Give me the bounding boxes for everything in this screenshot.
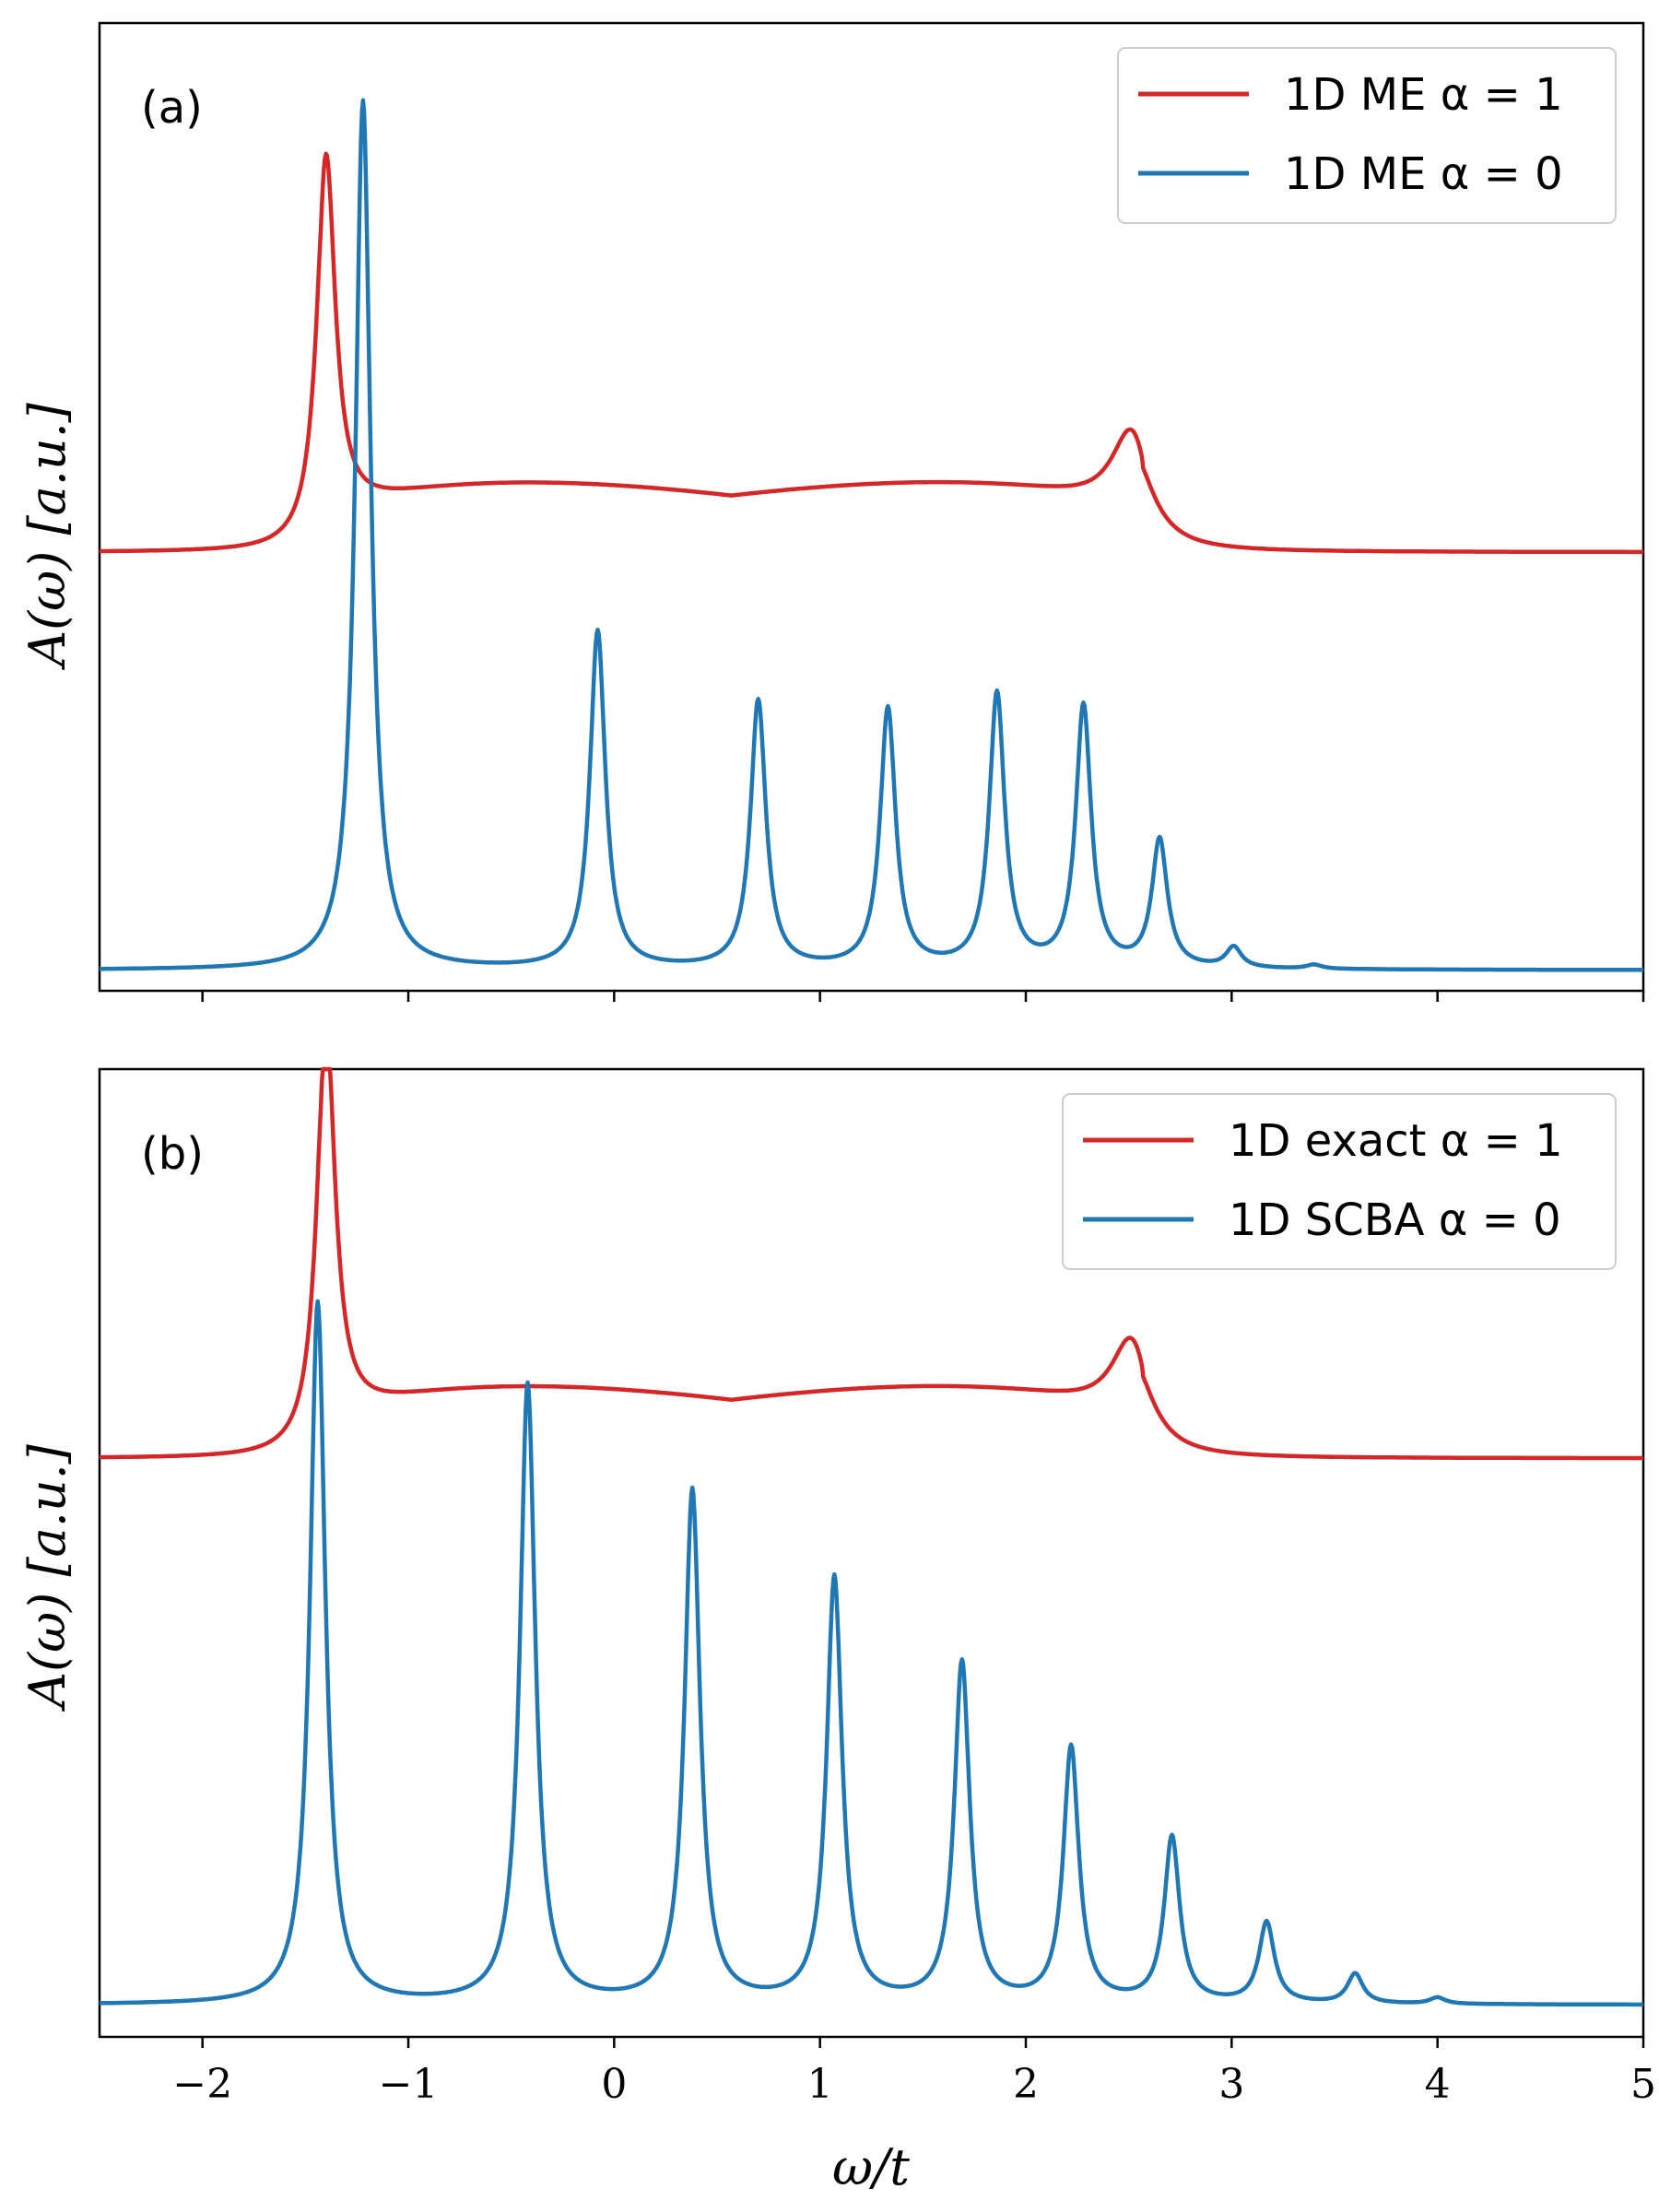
panel-b-xtick-label-5: 3 [1218,2061,1244,2108]
panel-b-ticks: −2 −1 0 1 2 3 4 5 [172,2037,1656,2108]
panel-a-series-1-line [98,98,1645,972]
panel-b-xtick-label-7: 5 [1630,2061,1656,2108]
panel-b-legend-box [1062,1093,1617,1270]
panel-a: (a) A(ω) [a.u.] 1D ME α = 1 1D ME α = 0 [18,21,1645,1002]
panel-b-xtick-label-4: 2 [1013,2061,1039,2108]
panel-a-legend-label-1: 1D ME α = 0 [1284,148,1563,200]
panel-b-label: (b) [141,1128,204,1180]
panel-b-xtick-label-6: 4 [1425,2061,1451,2108]
panel-b-xtick-label-0: −2 [172,2061,232,2108]
panel-b-xtick-label-1: −1 [379,2061,439,2108]
panel-b-legend-label-1: 1D SCBA α = 0 [1229,1194,1561,1246]
panel-a-ticks [201,991,1645,1002]
panel-b-series-group [98,1066,1645,2007]
panel-a-legend-label-0: 1D ME α = 1 [1284,69,1563,121]
panel-b-ylabel: A(ω) [a.u.] [18,1443,76,1712]
panel-b-series-0-line [98,1066,1645,1461]
panel-b: −2 −1 0 1 2 3 4 5 (b) A(ω) [a.u.] 1D exact α = … [18,1066,1656,2108]
panel-b-xtick-label-3: 1 [807,2061,833,2108]
panel-a-legend: 1D ME α = 1 1D ME α = 0 [1117,47,1617,224]
panel-a-frame [98,21,1645,993]
panel-a-label: (a) [141,82,203,134]
panel-a-ylabel: A(ω) [a.u.] [18,402,76,671]
panel-b-series-1-line [98,1299,1645,2007]
x-axis-label: ω/t [832,2138,910,2196]
panel-b-xtick-label-2: 0 [601,2061,627,2108]
panel-b-frame [98,1067,1645,2039]
panel-a-series-group [98,98,1645,972]
panel-b-legend-label-0: 1D exact α = 1 [1229,1115,1563,1167]
panel-b-legend: 1D exact α = 1 1D SCBA α = 0 [1062,1093,1617,1270]
